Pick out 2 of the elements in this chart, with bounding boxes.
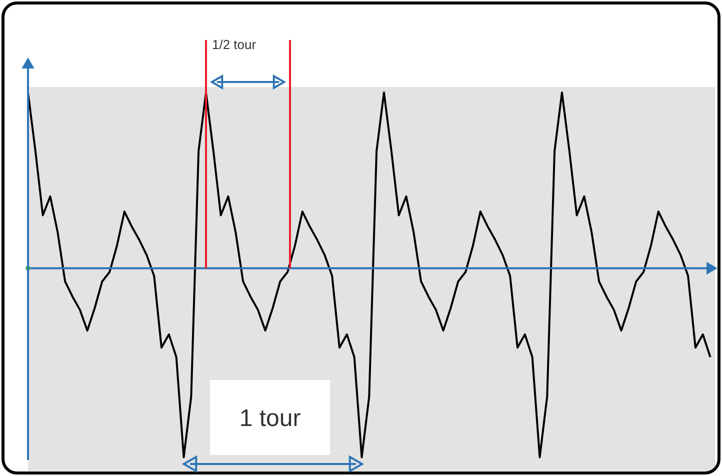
text: 1/2 tour <box>212 37 257 52</box>
annotation: 1 tour <box>239 405 301 432</box>
